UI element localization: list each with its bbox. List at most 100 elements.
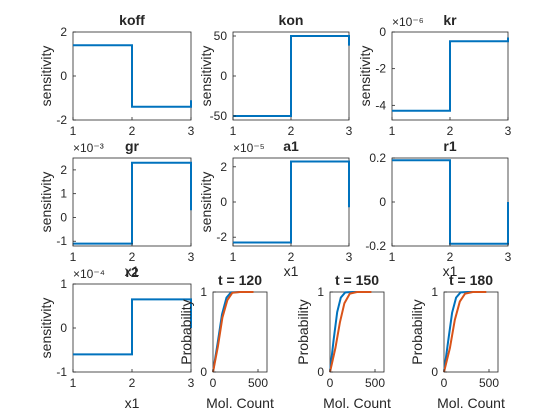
x-tick-label: 3 — [188, 124, 195, 138]
x-tick-label: 3 — [188, 376, 195, 390]
y-tick-label: 0 — [200, 365, 207, 379]
subplot-title: t = 120 — [218, 272, 262, 288]
x-axis-label: x1 — [284, 263, 299, 279]
series-line-2 — [212, 291, 254, 373]
y-tick-label: 2 — [220, 160, 227, 174]
x-tick-label: 1 — [70, 250, 77, 264]
x-tick-label: 3 — [346, 250, 353, 264]
x-tick-label: 2 — [129, 124, 136, 138]
subplot-a1: 1 2 3 -2 0 2 ×10⁻⁵ a1 sensitivity x1 — [198, 138, 353, 279]
subplot-title: kon — [279, 12, 304, 28]
x-tick-label: 1 — [70, 376, 77, 390]
series-line-1 — [443, 291, 480, 373]
series-line-2 — [443, 291, 487, 373]
x-tick-label: 1 — [389, 250, 396, 264]
x-tick-label: 3 — [505, 124, 512, 138]
subplot-t180: 0 500 0 1 t = 180 Probability Mol. Count — [409, 272, 505, 411]
y-axis-label: sensitivity — [38, 298, 54, 359]
y-axis-label: Probability — [409, 299, 425, 364]
y-tick-label: -2 — [216, 230, 227, 244]
y-tick-label: -2 — [56, 113, 67, 127]
series-line-1 — [392, 159, 509, 245]
x-axis-label: x1 — [125, 395, 140, 411]
subplot-r1: 1 2 3 -0.2 0 0.2 r1 x1 — [365, 138, 511, 279]
y-tick-label: 2 — [60, 163, 67, 177]
x-tick-label: 2 — [288, 250, 295, 264]
x-tick-label: 2 — [288, 124, 295, 138]
x-tick-label: 500 — [365, 376, 385, 390]
subplot-title: koff — [119, 12, 145, 28]
subplot-title: r1 — [443, 138, 456, 154]
x-tick-label: 2 — [129, 376, 136, 390]
series-line-2 — [329, 291, 372, 373]
y-tick-label: 0.2 — [369, 151, 386, 165]
x-tick-label: 2 — [447, 124, 454, 138]
series-line-1 — [73, 44, 192, 108]
subplot-title: a1 — [283, 138, 299, 154]
x-tick-label: 500 — [248, 376, 268, 390]
x-tick-label: 1 — [230, 250, 237, 264]
series-line-1 — [212, 291, 251, 373]
y-tick-label: 2 — [60, 25, 67, 39]
y-tick-label: 0 — [60, 321, 67, 335]
x-tick-label: 1 — [230, 124, 237, 138]
y-exponent-label: ×10⁻⁶ — [392, 15, 424, 29]
y-axis-label: sensitivity — [198, 172, 214, 233]
subplot-kon: 1 2 3 -50 0 50 kon sensitivity — [198, 12, 353, 138]
x-tick-label: 3 — [505, 250, 512, 264]
subplot-gr: 1 2 3 -1 0 1 2 ×10⁻³ gr sensitivity x1 — [38, 138, 195, 279]
y-axis-label: Probability — [178, 299, 194, 364]
y-tick-label: 0 — [317, 365, 324, 379]
y-exponent-label: ×10⁻⁴ — [73, 267, 105, 281]
x-axis-label: x1 — [443, 263, 458, 279]
x-tick-label: 3 — [188, 250, 195, 264]
x-tick-label: 1 — [70, 124, 77, 138]
series-line-1 — [392, 37, 509, 112]
x-tick-label: 2 — [447, 250, 454, 264]
y-axis-label: sensitivity — [38, 172, 54, 233]
y-tick-label: -50 — [210, 109, 228, 123]
series-line-1 — [233, 35, 350, 117]
series-line-1 — [73, 298, 192, 356]
y-axis-label: Probability — [295, 299, 311, 364]
subplot-t120: 0 500 0 1 t = 120 Probability Mol. Count — [178, 272, 274, 411]
y-axis-label: sensitivity — [198, 46, 214, 107]
subplot-title: t = 180 — [449, 272, 493, 288]
subplot-title: r2 — [125, 264, 138, 280]
subplot-t150: 0 500 0 1 t = 150 Probability Mol. Count — [295, 272, 391, 411]
series-line-1 — [329, 291, 365, 373]
y-tick-label: 0 — [60, 210, 67, 224]
y-tick-label: -4 — [375, 98, 386, 112]
subplot-koff: 1 2 3 -2 0 2 koff sensitivity — [38, 12, 195, 138]
y-tick-label: -0.2 — [365, 239, 386, 253]
subplot-title: kr — [443, 12, 457, 28]
y-tick-label: -2 — [375, 62, 386, 76]
x-tick-label: 0 — [210, 376, 217, 390]
subplot-r2: 1 2 3 -1 0 1 ×10⁻⁴ r2 sensitivity x1 — [38, 264, 195, 411]
y-exponent-label: ×10⁻⁵ — [233, 141, 265, 155]
x-axis-label: Mol. Count — [323, 395, 391, 411]
subplot-title: t = 150 — [335, 272, 379, 288]
y-axis-label: sensitivity — [357, 46, 373, 107]
y-tick-label: 0 — [220, 69, 227, 83]
y-tick-label: 0 — [220, 195, 227, 209]
y-exponent-label: ×10⁻³ — [73, 141, 104, 155]
x-tick-label: 0 — [441, 376, 448, 390]
y-tick-label: 50 — [214, 29, 228, 43]
subplot-kr: 1 2 3 -4 -2 0 ×10⁻⁶ kr sensitivity — [357, 12, 512, 138]
x-tick-label: 500 — [479, 376, 499, 390]
y-tick-label: 1 — [60, 187, 67, 201]
subplot-title: gr — [125, 138, 140, 154]
y-axis-label: sensitivity — [38, 46, 54, 107]
y-tick-label: 1 — [431, 285, 438, 299]
y-tick-label: -1 — [56, 234, 67, 248]
y-tick-label: 0 — [379, 25, 386, 39]
series-line-1 — [73, 161, 192, 245]
x-axis-label: x1 — [125, 263, 140, 279]
x-tick-label: 2 — [129, 250, 136, 264]
x-tick-label: 3 — [346, 124, 353, 138]
x-tick-label: 1 — [389, 124, 396, 138]
y-tick-label: 0 — [431, 365, 438, 379]
y-tick-label: -1 — [56, 365, 67, 379]
